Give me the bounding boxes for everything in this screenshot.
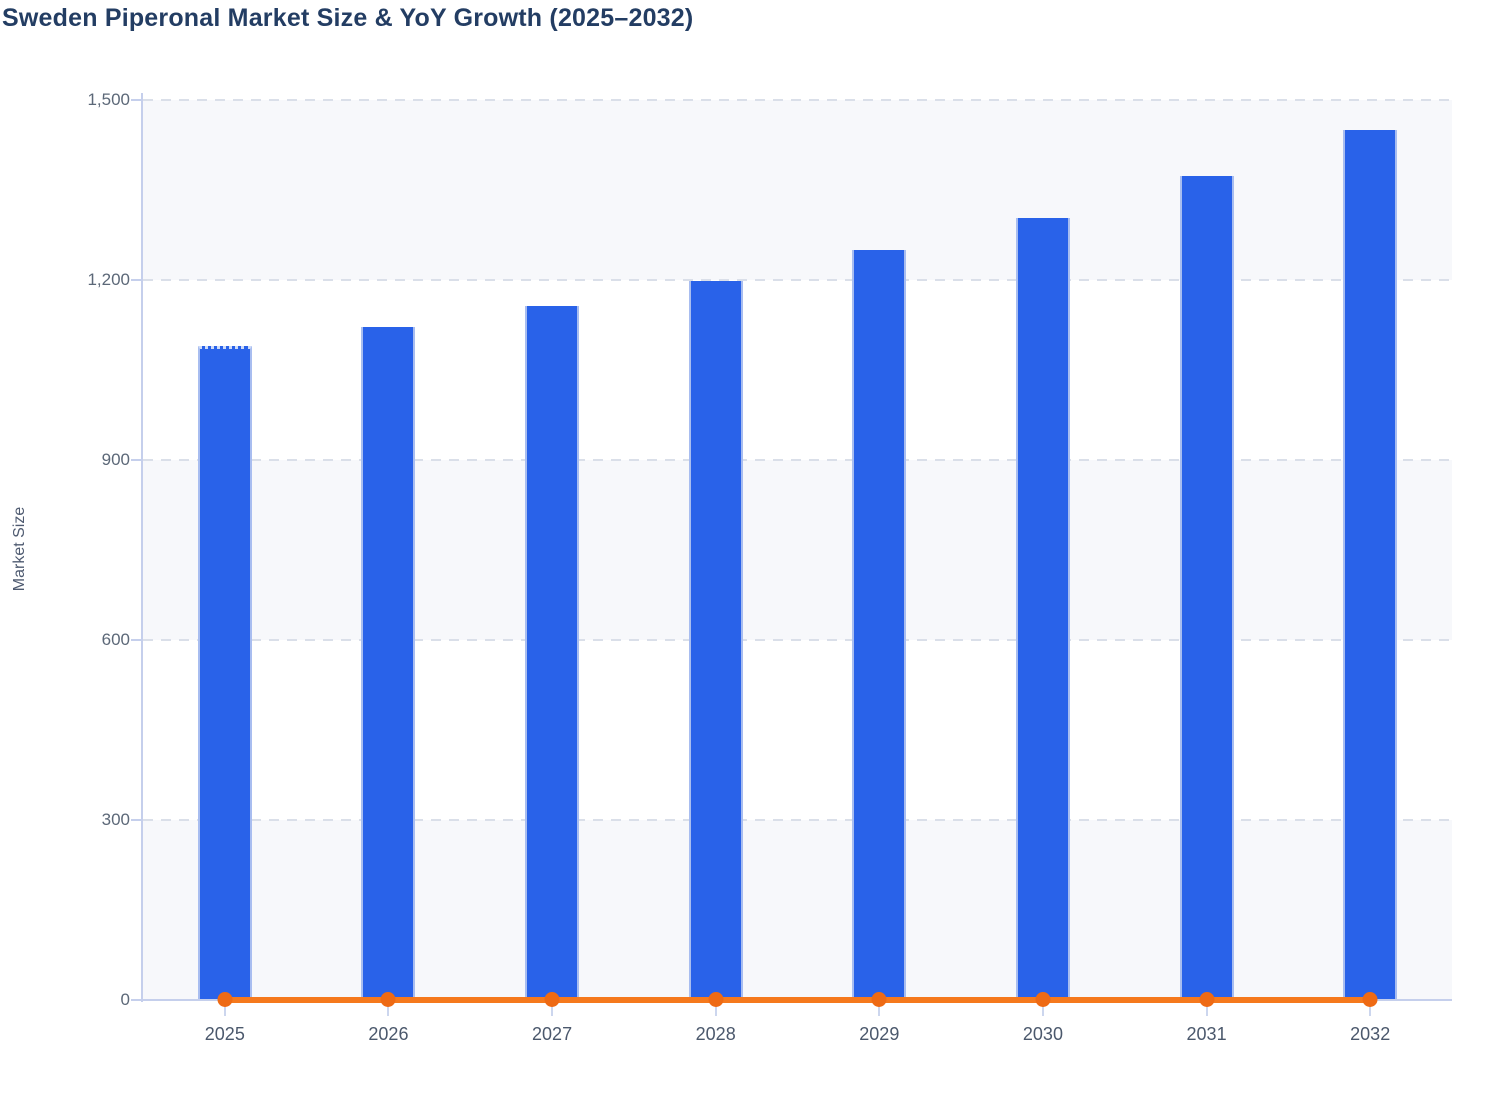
yoy-marker-2027[interactable] [544, 992, 560, 1007]
plot-band [143, 280, 1452, 460]
x-tick-mark [878, 1002, 881, 1016]
y-tick-mark [131, 459, 142, 461]
gridline-300 [143, 819, 1452, 821]
y-tick-label-0: 0 [120, 990, 130, 1009]
yoy-growth-line [224, 997, 1371, 1003]
bar-2031[interactable] [1179, 176, 1234, 1000]
x-tick-mark [714, 1002, 717, 1016]
x-tick-label-2030: 2030 [1022, 1024, 1063, 1044]
bar-2027[interactable] [525, 306, 580, 1000]
bar-2028[interactable] [688, 281, 743, 1000]
yoy-marker-2025[interactable] [217, 992, 233, 1007]
bar-2026[interactable] [361, 326, 416, 1000]
yoy-marker-2028[interactable] [708, 992, 724, 1007]
y-axis-line [141, 93, 143, 1002]
chart-title: Sweden Piperonal Market Size & YoY Growt… [2, 4, 694, 32]
yoy-marker-2032[interactable] [1362, 992, 1378, 1007]
plot-band [143, 640, 1452, 820]
x-tick-label-2032: 2032 [1350, 1024, 1391, 1044]
yoy-marker-2026[interactable] [380, 992, 396, 1007]
y-axis-title: Market Size [11, 506, 28, 592]
plot-band [143, 820, 1452, 1000]
x-tick-mark [551, 1002, 554, 1016]
x-tick-label-2025: 2025 [204, 1024, 245, 1044]
gridline-600 [143, 639, 1452, 641]
yoy-marker-2031[interactable] [1199, 992, 1215, 1007]
x-tick-label-2031: 2031 [1186, 1024, 1227, 1044]
y-tick-label-1200: 1,200 [87, 270, 130, 289]
x-tick-label-2026: 2026 [368, 1024, 409, 1044]
bar-2029[interactable] [852, 250, 907, 1000]
y-tick-label-900: 900 [101, 450, 130, 469]
y-tick-mark [131, 99, 142, 101]
plot-area [143, 99, 1452, 1007]
y-tick-label-1500: 1,500 [87, 90, 130, 109]
yoy-marker-2029[interactable] [871, 992, 887, 1007]
yoy-marker-2030[interactable] [1035, 992, 1051, 1007]
plot-band [143, 460, 1452, 640]
x-tick-label-2028: 2028 [695, 1024, 736, 1044]
x-tick-label-2027: 2027 [532, 1024, 573, 1044]
plot-band [143, 100, 1452, 280]
x-tick-mark [223, 1002, 226, 1016]
x-tick-label-2029: 2029 [859, 1024, 900, 1044]
y-tick-mark [131, 279, 142, 281]
y-tick-mark [131, 639, 142, 641]
y-tick-mark [131, 999, 142, 1001]
y-tick-label-300: 300 [101, 810, 130, 829]
x-tick-mark [387, 1002, 390, 1016]
bar-2032[interactable] [1343, 130, 1398, 1000]
y-tick-mark [131, 819, 142, 821]
y-tick-label-600: 600 [101, 630, 130, 649]
x-tick-mark [1369, 1002, 1372, 1016]
bar-2025[interactable] [197, 346, 252, 1000]
gridline-1500 [143, 99, 1452, 101]
x-tick-mark [1205, 1002, 1208, 1016]
x-tick-mark [1041, 1002, 1044, 1016]
gridline-1200 [143, 279, 1452, 281]
bar-2030[interactable] [1015, 218, 1070, 1000]
gridline-900 [143, 459, 1452, 461]
